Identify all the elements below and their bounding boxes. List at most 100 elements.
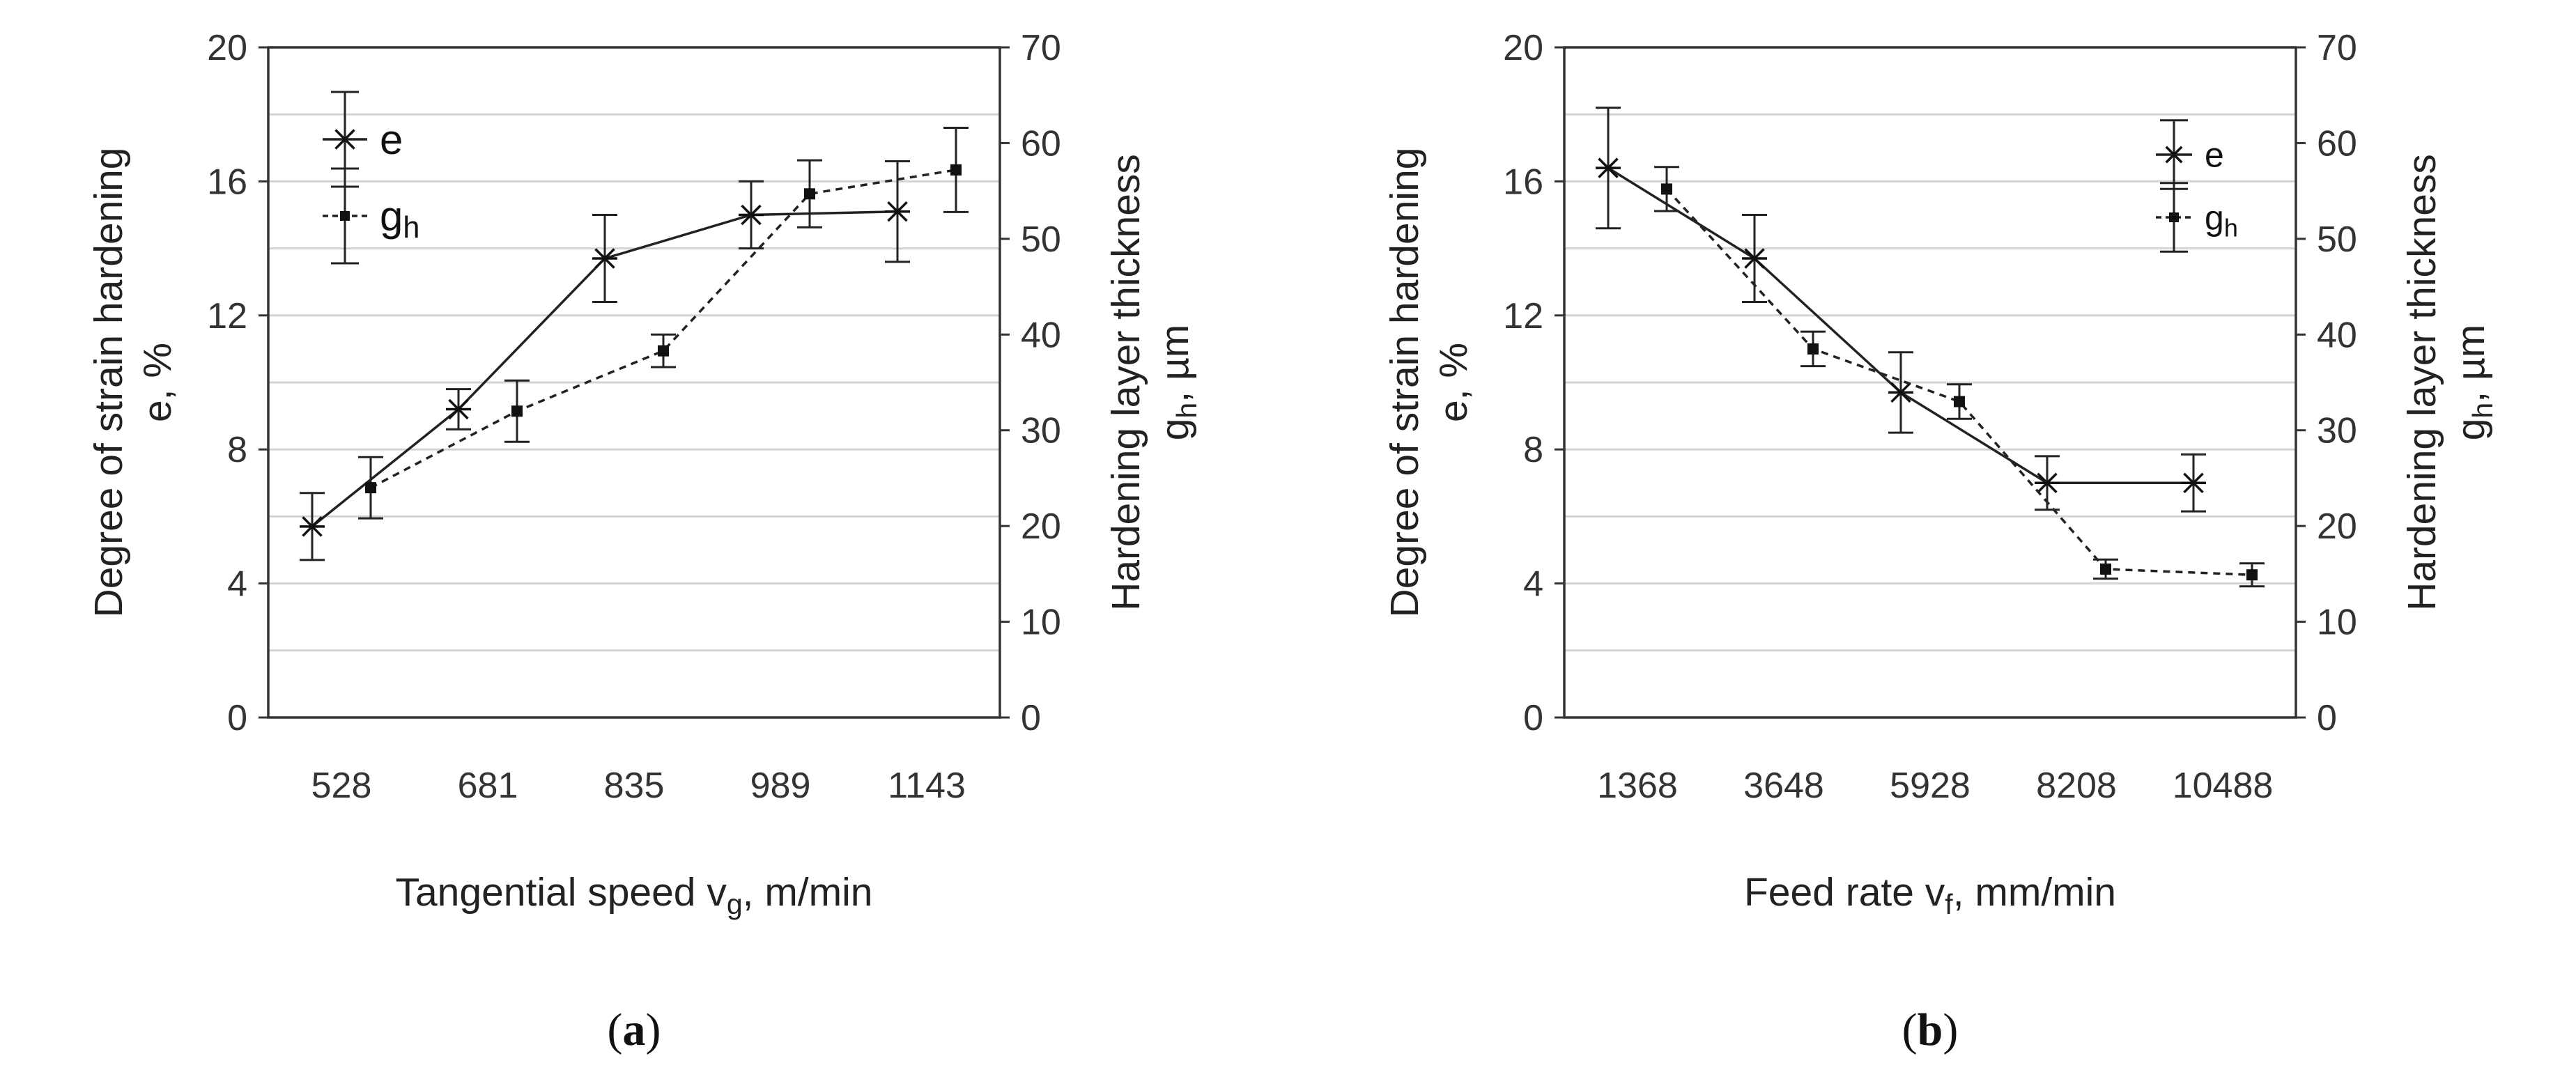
plot-frame	[1563, 46, 2297, 719]
data-point-gh	[658, 345, 669, 357]
panel-label: (b)	[1902, 1004, 1959, 1055]
y-left-tick-label: 16	[207, 162, 247, 202]
chart-panel-b: 0 4 8 12 16 20 0 10 20 30 40 50 60 70 1368 3648 5928 8208…	[1382, 28, 2499, 1055]
y-right-axis-unit-unit: , µm	[1152, 325, 1197, 403]
x-tick-label: 1368	[1597, 766, 1678, 806]
y-right-tick-label: 60	[1021, 123, 1061, 164]
y-right-tick-label: 30	[1021, 411, 1061, 451]
panel-label-close: )	[1943, 1004, 1958, 1055]
x-tick-label: 10488	[2173, 766, 2274, 806]
series-line-gh	[370, 169, 957, 489]
y-right-tick-label: 10	[1021, 603, 1061, 643]
legend-entry-e: e	[323, 91, 403, 188]
marker-stroke	[741, 204, 762, 226]
data-point-e	[592, 248, 617, 269]
x-axis-label: Tangential speed vg, m/min	[395, 870, 872, 920]
data-point-gh	[511, 405, 523, 417]
marker-stroke	[302, 516, 323, 537]
data-point-e	[1888, 382, 1913, 403]
x-axis-label-main: Feed rate v	[1744, 870, 1945, 915]
legend-label-main: e	[380, 116, 403, 163]
data-point-gh	[1954, 396, 1965, 407]
y-right-tick-label: 50	[2317, 219, 2357, 260]
chart-panel-a: 0 4 8 12 16 20 0 10 20 30 40 50 60 70 528 681 835 989 1143…	[86, 28, 1203, 1055]
x-tick-label: 1143	[888, 766, 966, 806]
legend-label-sub: h	[2224, 214, 2238, 242]
x-tick-label: 8208	[2036, 766, 2117, 806]
y-right-tick-label: 60	[2317, 123, 2357, 164]
legend-label-main: g	[2205, 199, 2224, 238]
x-tick-label: 528	[311, 766, 372, 806]
legend-label-main: g	[380, 193, 403, 240]
data-point-e	[2181, 472, 2206, 494]
panel-label: (a)	[608, 1004, 661, 1055]
legend-entry-gh: gh	[2156, 182, 2238, 253]
x-axis-label-unit: , mm/min	[1953, 870, 2116, 915]
data-point-gh	[1807, 343, 1819, 355]
y-right-axis-unit-sub: h	[1171, 403, 1203, 419]
marker-stroke	[1890, 382, 1911, 403]
y-left-tick-label: 0	[227, 698, 247, 738]
y-left-tick-label: 12	[207, 296, 247, 336]
marker-stroke	[1744, 248, 1765, 269]
series-line-gh	[1665, 188, 2253, 576]
legend-label-main: e	[2205, 136, 2224, 175]
legend-marker	[340, 211, 350, 221]
legend-marker	[2165, 146, 2183, 164]
series-line-e	[1607, 166, 2193, 485]
legend-marker	[334, 129, 355, 150]
x-axis-label-sub: f	[1945, 888, 1953, 920]
panel-label-open: (	[1902, 1004, 1918, 1055]
y-right-tick-label: 70	[1021, 28, 1061, 68]
marker-stroke	[594, 248, 615, 269]
x-axis-label-unit: , m/min	[743, 870, 873, 915]
legend-label-sub: h	[403, 211, 419, 244]
y-left-axis-unit: e, %	[1431, 343, 1476, 422]
x-tick-label: 681	[458, 766, 518, 806]
x-tick-label: 5928	[1890, 766, 1970, 806]
y-right-axis-label: Hardening layer thickness	[2400, 154, 2444, 611]
marker-stroke	[2037, 472, 2058, 494]
y-left-tick-label: 0	[1523, 698, 1543, 738]
y-left-tick-label: 12	[1503, 296, 1543, 336]
legend-marker	[2169, 212, 2179, 222]
y-right-tick-label: 0	[2317, 698, 2337, 738]
legend-label: e	[2205, 136, 2224, 175]
x-tick-label: 835	[604, 766, 665, 806]
y-left-tick-label: 4	[227, 564, 247, 605]
x-axis-label-sub: g	[727, 888, 743, 920]
data-point-gh	[950, 164, 962, 176]
y-left-axis-label: Degree of strain hardening	[86, 148, 131, 618]
y-right-tick-label: 70	[2317, 28, 2357, 68]
y-right-axis-unit-unit: , µm	[2448, 325, 2493, 403]
y-right-tick-label: 50	[1021, 219, 1061, 260]
data-point-e	[2035, 472, 2060, 494]
x-axis-label-main: Tangential speed v	[395, 870, 727, 915]
data-point-e	[446, 398, 471, 420]
legend-entry-gh: gh	[323, 167, 419, 265]
x-axis-label: Feed rate vf, mm/min	[1744, 870, 2116, 920]
data-point-e	[300, 516, 325, 537]
panel-label-letter: b	[1918, 1004, 1943, 1055]
legend-label: e	[380, 116, 403, 163]
y-right-axis-label: Hardening layer thickness	[1104, 154, 1148, 611]
data-point-e	[1742, 248, 1767, 269]
y-left-tick-label: 20	[207, 28, 247, 68]
data-point-gh	[804, 188, 815, 200]
data-point-gh	[2100, 563, 2111, 575]
y-left-tick-label: 20	[1503, 28, 1543, 68]
y-left-tick-label: 4	[1523, 564, 1543, 605]
marker-stroke	[2183, 472, 2204, 494]
marker-stroke	[887, 201, 908, 222]
data-point-e	[739, 204, 764, 226]
data-point-gh	[1661, 183, 1672, 195]
y-right-tick-label: 0	[1021, 698, 1041, 738]
y-right-axis-unit-sub: h	[2467, 403, 2499, 419]
y-right-tick-label: 30	[2317, 411, 2357, 451]
y-right-axis-unit: gh, µm	[1152, 325, 1203, 441]
panel-label-letter: a	[623, 1004, 646, 1055]
y-right-axis-unit-main: g	[1152, 419, 1197, 441]
y-right-tick-label: 40	[2317, 315, 2357, 355]
panel-label-close: )	[646, 1004, 661, 1055]
